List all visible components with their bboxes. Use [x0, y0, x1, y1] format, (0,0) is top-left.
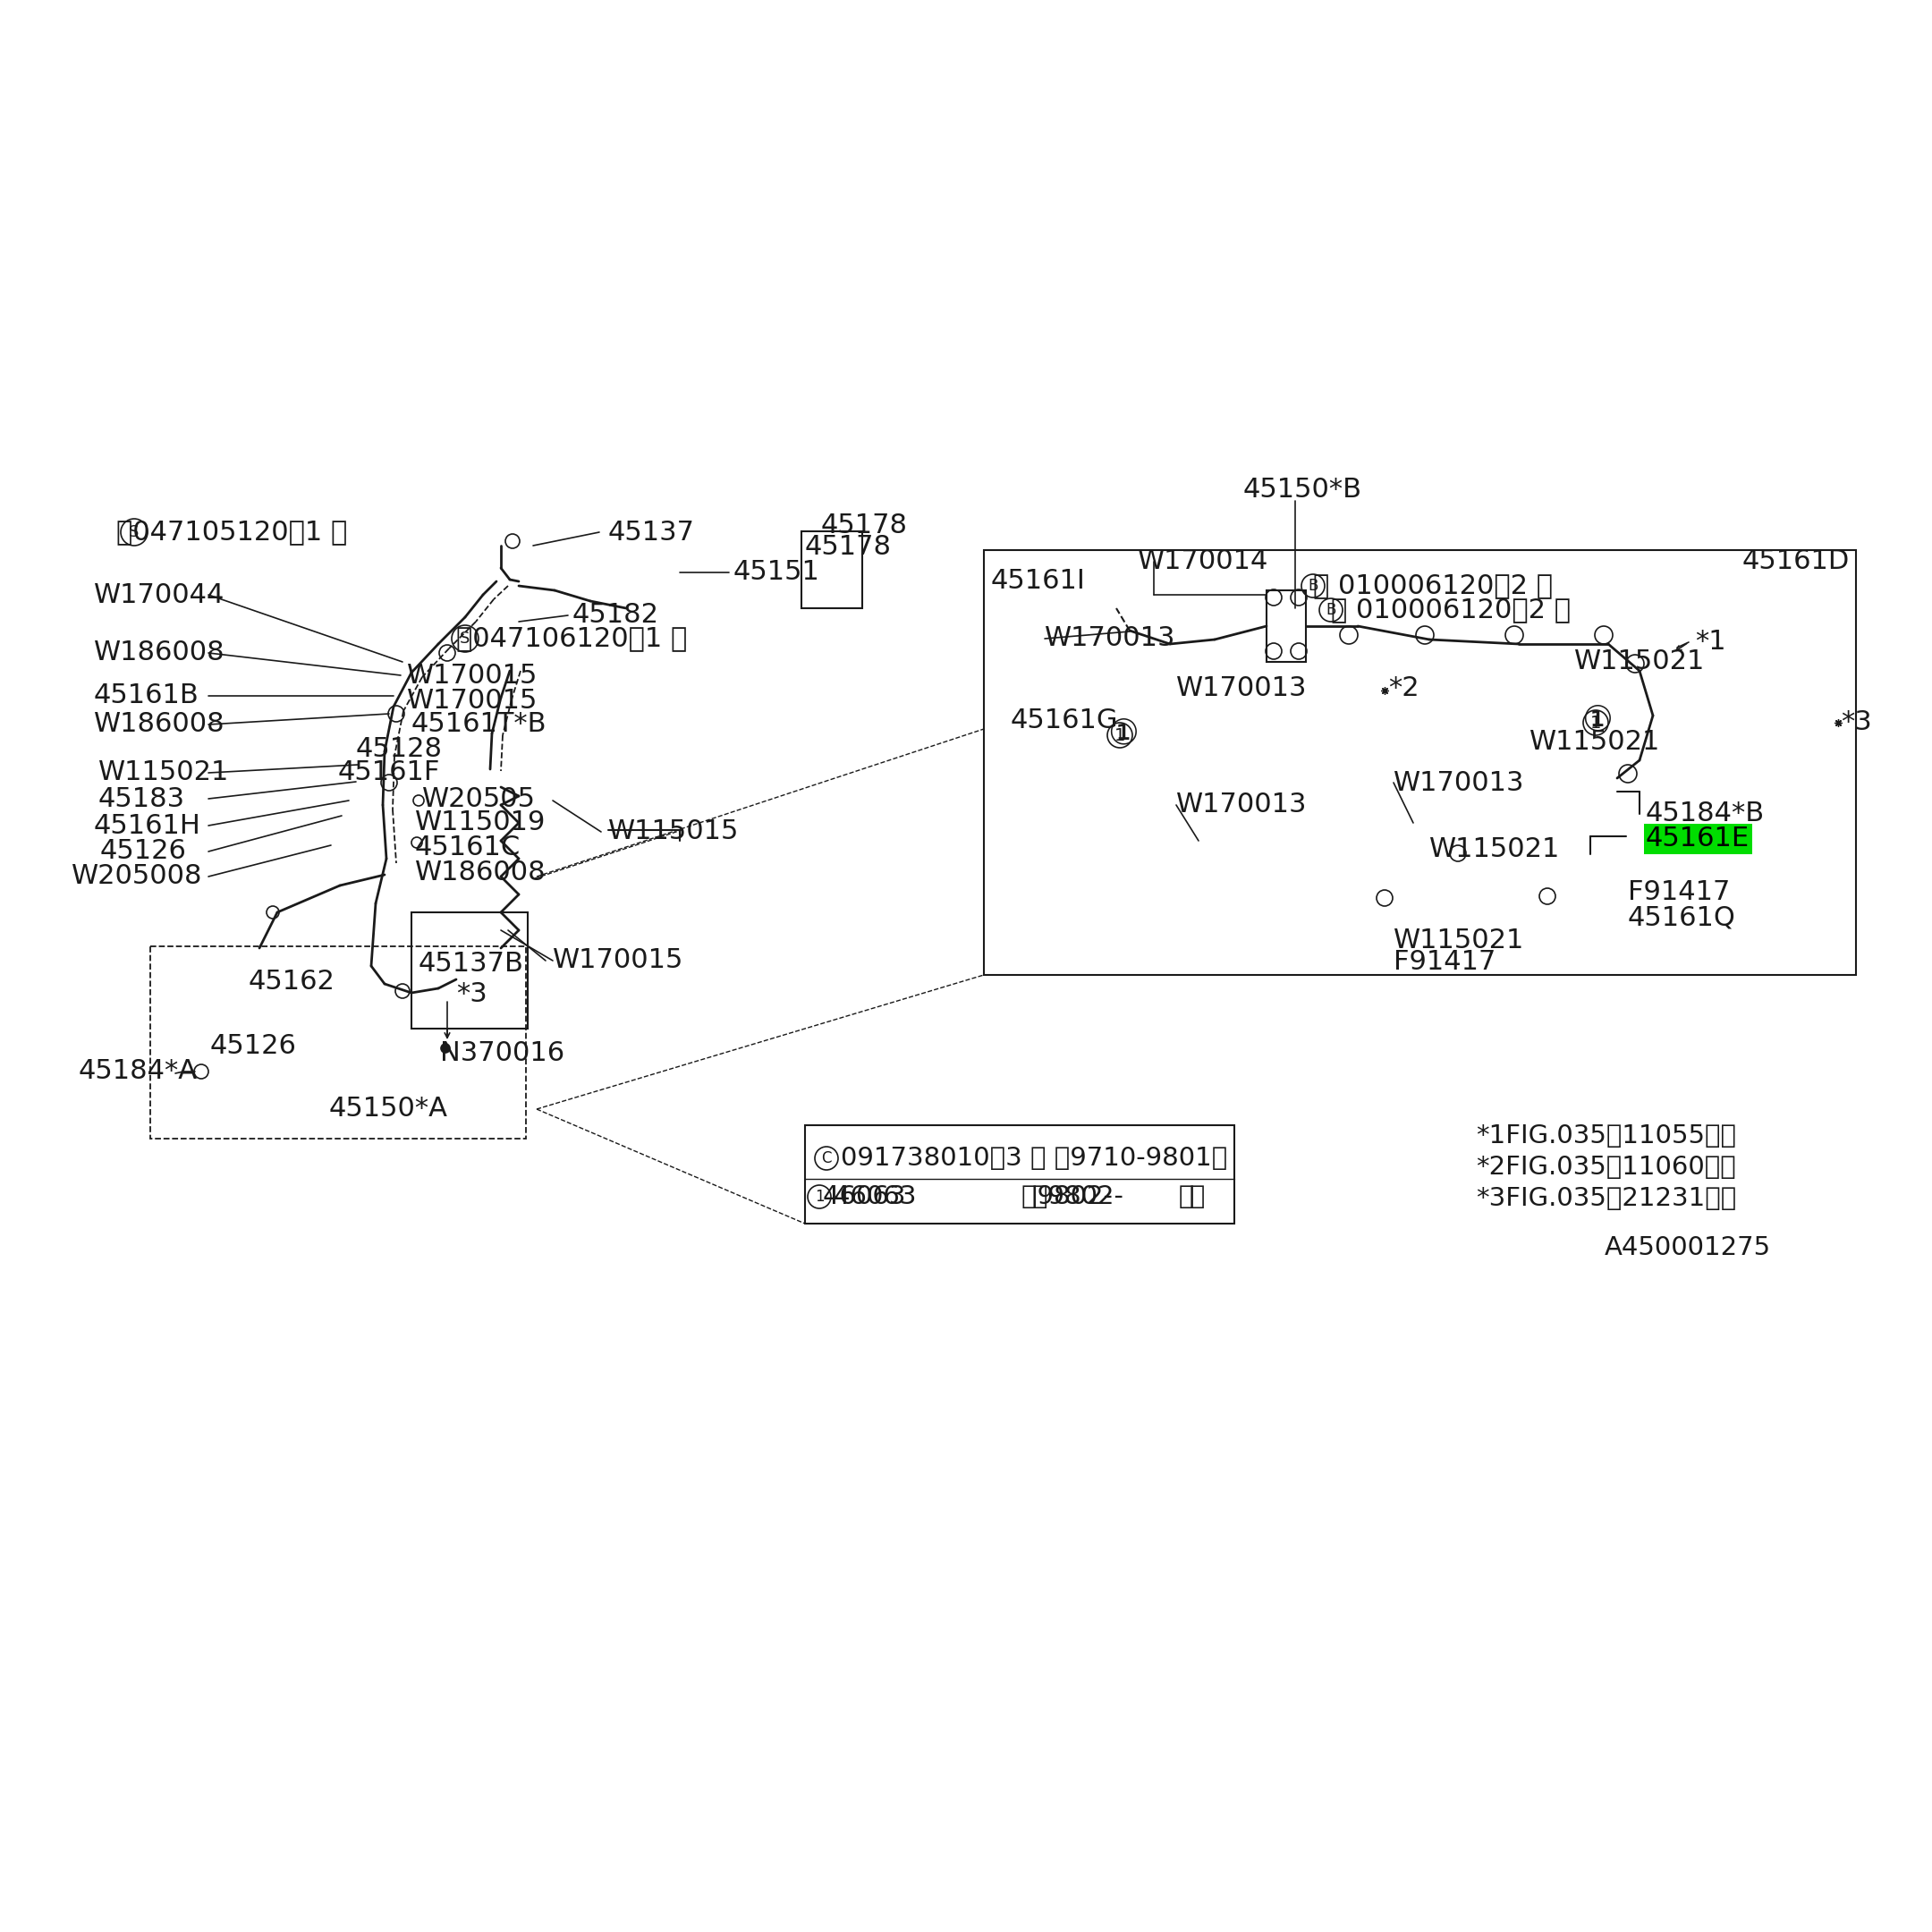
- Text: Ⓢ047105120（1 ）: Ⓢ047105120（1 ）: [116, 520, 348, 545]
- Text: S: S: [460, 630, 469, 647]
- Text: B: B: [1308, 578, 1318, 593]
- Text: F91417: F91417: [1629, 879, 1731, 906]
- Text: 45161Q: 45161Q: [1629, 904, 1737, 931]
- Text: 45126: 45126: [100, 838, 187, 864]
- Circle shape: [440, 1043, 450, 1053]
- Text: W205008: W205008: [71, 864, 203, 889]
- Text: 45128: 45128: [355, 736, 442, 763]
- Text: W170013: W170013: [1177, 792, 1308, 817]
- Text: 45161C: 45161C: [415, 835, 522, 862]
- Text: W170015: W170015: [408, 688, 537, 713]
- Text: 46063              〈9802-        〉: 46063 〈9802- 〉: [823, 1184, 1194, 1209]
- Text: W170014: W170014: [1138, 549, 1269, 574]
- Text: *3: *3: [456, 981, 487, 1009]
- Text: W115021: W115021: [1530, 730, 1660, 755]
- Text: S: S: [129, 524, 139, 541]
- Text: 45137: 45137: [609, 520, 696, 545]
- Text: 45161F: 45161F: [338, 759, 440, 786]
- Text: *3FIG.035（21231）へ: *3FIG.035（21231）へ: [1476, 1186, 1737, 1211]
- Text: W186008: W186008: [95, 639, 224, 667]
- Text: W170013: W170013: [1045, 626, 1177, 651]
- Text: 45126: 45126: [211, 1034, 298, 1059]
- Text: W115021: W115021: [99, 759, 230, 786]
- Text: B: B: [1325, 603, 1337, 618]
- Text: 1: 1: [1115, 726, 1124, 744]
- Text: W170015: W170015: [408, 663, 537, 690]
- Text: *2: *2: [1389, 676, 1420, 701]
- Text: C: C: [821, 1150, 831, 1167]
- Text: 45178: 45178: [806, 535, 893, 560]
- Text: W115015: W115015: [609, 819, 740, 844]
- Bar: [806, 1124, 1235, 1223]
- Text: 45151: 45151: [734, 560, 819, 585]
- Bar: [412, 912, 527, 1028]
- Text: 45184*A: 45184*A: [79, 1059, 197, 1084]
- Text: 45184*B: 45184*B: [1646, 802, 1764, 827]
- Text: F91417: F91417: [1393, 949, 1495, 976]
- Text: W170015: W170015: [553, 949, 684, 974]
- Text: 45161I: 45161I: [991, 568, 1086, 595]
- Text: 091738010（3 ） 〈9710-9801〉: 091738010（3 ） 〈9710-9801〉: [840, 1146, 1227, 1171]
- Text: A450001275: A450001275: [1604, 1235, 1772, 1260]
- Text: 1: 1: [1590, 715, 1602, 730]
- Text: 1: 1: [815, 1188, 825, 1206]
- Text: ①: ①: [1107, 717, 1138, 750]
- Text: ①: ①: [1582, 703, 1613, 736]
- Text: Ⓑ 010006120（2 ）: Ⓑ 010006120（2 ）: [1331, 597, 1571, 622]
- Text: 46063              〈9802-        〉: 46063 〈9802- 〉: [833, 1184, 1206, 1209]
- Text: W20505: W20505: [423, 786, 535, 811]
- Text: W186008: W186008: [95, 711, 224, 738]
- Text: 45183: 45183: [99, 786, 185, 811]
- Bar: [983, 551, 1857, 976]
- Text: 45182: 45182: [572, 603, 659, 628]
- Text: W186008: W186008: [415, 860, 547, 887]
- Text: W115019: W115019: [415, 810, 547, 837]
- Text: W170013: W170013: [1177, 676, 1308, 701]
- Text: 45161G: 45161G: [1010, 707, 1119, 732]
- Text: Ⓑ 010006120（2 ）: Ⓑ 010006120（2 ）: [1314, 574, 1553, 599]
- Text: 45161T*B: 45161T*B: [412, 711, 547, 738]
- Bar: [151, 947, 526, 1138]
- Text: W115021: W115021: [1575, 649, 1706, 674]
- Text: 45161E: 45161E: [1646, 827, 1750, 852]
- Text: *1: *1: [1694, 630, 1725, 655]
- Text: 45162: 45162: [249, 970, 336, 995]
- Text: 45150*A: 45150*A: [328, 1095, 448, 1122]
- Text: *2FIG.035（11060）へ: *2FIG.035（11060）へ: [1476, 1155, 1735, 1180]
- Text: *3: *3: [1841, 709, 1872, 736]
- Text: 45178: 45178: [821, 512, 908, 537]
- Text: W170013: W170013: [1393, 769, 1524, 796]
- Text: Ⓢ047106120（1 ）: Ⓢ047106120（1 ）: [456, 626, 688, 651]
- Text: 45161B: 45161B: [95, 682, 199, 709]
- Text: *1FIG.035（11055）へ: *1FIG.035（11055）へ: [1476, 1122, 1737, 1148]
- Bar: [1267, 591, 1306, 663]
- Text: 45161H: 45161H: [95, 813, 201, 838]
- Text: 45161D: 45161D: [1743, 549, 1849, 574]
- Text: N370016: N370016: [440, 1041, 564, 1066]
- Text: W170044: W170044: [95, 582, 224, 609]
- Text: W115021: W115021: [1430, 837, 1561, 864]
- Text: 45137B: 45137B: [419, 951, 524, 978]
- Text: 45150*B: 45150*B: [1244, 477, 1362, 502]
- Text: W115021: W115021: [1393, 927, 1524, 954]
- Bar: [802, 531, 862, 609]
